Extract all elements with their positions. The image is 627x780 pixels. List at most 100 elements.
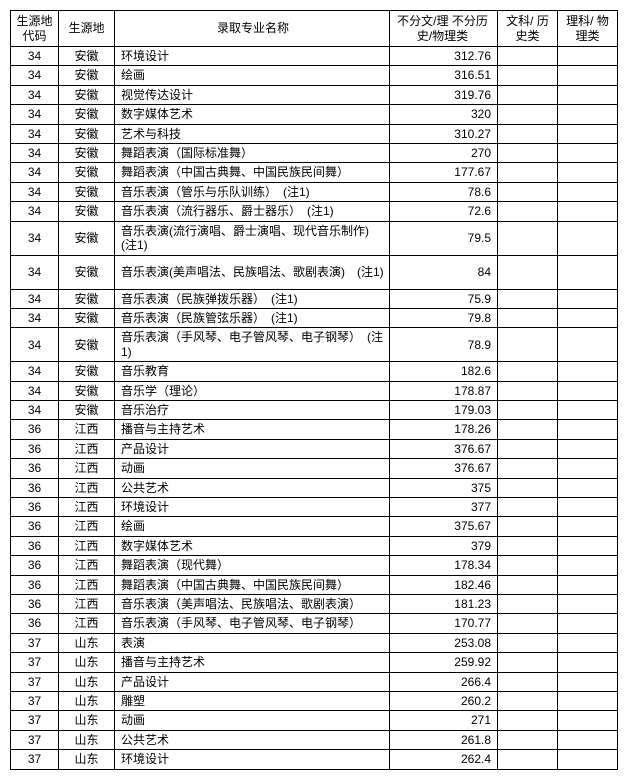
table-row: 34安徽音乐表演（手风琴、电子管风琴、电子钢琴） (注1)78.9 (11, 328, 618, 362)
cell-place: 安徽 (59, 289, 115, 308)
cell-major: 音乐教育 (115, 362, 390, 381)
cell-major: 视觉传达设计 (115, 85, 390, 104)
cell-code: 37 (11, 691, 59, 710)
cell-place: 安徽 (59, 362, 115, 381)
cell-li (558, 691, 618, 710)
cell-wen (498, 401, 558, 420)
cell-wen (498, 711, 558, 730)
table-row: 34安徽视觉传达设计319.76 (11, 85, 618, 104)
cell-code: 36 (11, 498, 59, 517)
cell-place: 江西 (59, 594, 115, 613)
cell-score: 375 (390, 478, 498, 497)
cell-wen (498, 105, 558, 124)
cell-wen (498, 308, 558, 327)
cell-major: 数字媒体艺术 (115, 536, 390, 555)
cell-major: 表演 (115, 633, 390, 652)
cell-place: 江西 (59, 478, 115, 497)
cell-score: 376.67 (390, 459, 498, 478)
cell-li (558, 730, 618, 749)
cell-score: 78.9 (390, 328, 498, 362)
cell-major: 公共艺术 (115, 730, 390, 749)
table-row: 34安徽音乐表演（管乐与乐队训练） (注1)78.6 (11, 182, 618, 201)
cell-place: 安徽 (59, 221, 115, 255)
cell-score: 181.23 (390, 594, 498, 613)
cell-code: 37 (11, 750, 59, 769)
cell-score: 182.46 (390, 575, 498, 594)
cell-li (558, 420, 618, 439)
cell-major: 产品设计 (115, 439, 390, 458)
cell-li (558, 85, 618, 104)
cell-place: 山东 (59, 711, 115, 730)
cell-code: 34 (11, 47, 59, 66)
cell-major: 动画 (115, 711, 390, 730)
table-row: 34安徽数字媒体艺术320 (11, 105, 618, 124)
cell-place: 安徽 (59, 328, 115, 362)
cell-li (558, 536, 618, 555)
cell-major: 动画 (115, 459, 390, 478)
cell-wen (498, 750, 558, 769)
cell-code: 36 (11, 614, 59, 633)
cell-score: 260.2 (390, 691, 498, 710)
cell-major: 环境设计 (115, 47, 390, 66)
table-row: 36江西音乐表演（美声唱法、民族唱法、歌剧表演）181.23 (11, 594, 618, 613)
cell-li (558, 381, 618, 400)
cell-code: 34 (11, 401, 59, 420)
cell-score: 78.6 (390, 182, 498, 201)
cell-li (558, 308, 618, 327)
table-row: 34安徽音乐表演（民族管弦乐器） (注1)79.8 (11, 308, 618, 327)
cell-li (558, 498, 618, 517)
cell-place: 安徽 (59, 202, 115, 221)
table-row: 34安徽音乐表演(流行演唱、爵士演唱、现代音乐制作) (注1)79.5 (11, 221, 618, 255)
cell-place: 山东 (59, 653, 115, 672)
cell-major: 音乐表演（手风琴、电子管风琴、电子钢琴） (注1) (115, 328, 390, 362)
cell-score: 170.77 (390, 614, 498, 633)
admissions-table: 生源地 代码 生源地 录取专业名称 不分文/理 不分历史/物理类 文科/ 历史类… (10, 10, 618, 770)
cell-wen (498, 202, 558, 221)
cell-li (558, 594, 618, 613)
cell-score: 178.87 (390, 381, 498, 400)
cell-major: 绘画 (115, 517, 390, 536)
cell-li (558, 575, 618, 594)
cell-wen (498, 420, 558, 439)
header-score: 不分文/理 不分历史/物理类 (390, 11, 498, 47)
cell-major: 公共艺术 (115, 478, 390, 497)
header-wen: 文科/ 历史类 (498, 11, 558, 47)
cell-place: 山东 (59, 750, 115, 769)
cell-place: 山东 (59, 691, 115, 710)
cell-score: 84 (390, 255, 498, 289)
cell-li (558, 124, 618, 143)
cell-wen (498, 182, 558, 201)
cell-place: 安徽 (59, 124, 115, 143)
cell-li (558, 47, 618, 66)
cell-score: 379 (390, 536, 498, 555)
table-row: 36江西数字媒体艺术379 (11, 536, 618, 555)
cell-li (558, 556, 618, 575)
cell-score: 319.76 (390, 85, 498, 104)
cell-code: 37 (11, 711, 59, 730)
cell-li (558, 255, 618, 289)
cell-li (558, 328, 618, 362)
table-row: 36江西环境设计377 (11, 498, 618, 517)
cell-major: 音乐表演（美声唱法、民族唱法、歌剧表演） (115, 594, 390, 613)
cell-place: 安徽 (59, 163, 115, 182)
cell-score: 266.4 (390, 672, 498, 691)
table-row: 36江西舞蹈表演（中国古典舞、中国民族民间舞）182.46 (11, 575, 618, 594)
cell-code: 36 (11, 439, 59, 458)
cell-score: 262.4 (390, 750, 498, 769)
cell-score: 271 (390, 711, 498, 730)
cell-li (558, 711, 618, 730)
cell-code: 34 (11, 328, 59, 362)
cell-code: 34 (11, 182, 59, 201)
cell-code: 34 (11, 105, 59, 124)
cell-code: 34 (11, 143, 59, 162)
cell-major: 舞蹈表演（国际标准舞） (115, 143, 390, 162)
cell-score: 79.5 (390, 221, 498, 255)
cell-place: 安徽 (59, 255, 115, 289)
cell-place: 山东 (59, 730, 115, 749)
cell-code: 34 (11, 163, 59, 182)
cell-major: 环境设计 (115, 750, 390, 769)
cell-major: 音乐表演（民族管弦乐器） (注1) (115, 308, 390, 327)
cell-code: 36 (11, 517, 59, 536)
cell-li (558, 750, 618, 769)
cell-code: 37 (11, 730, 59, 749)
